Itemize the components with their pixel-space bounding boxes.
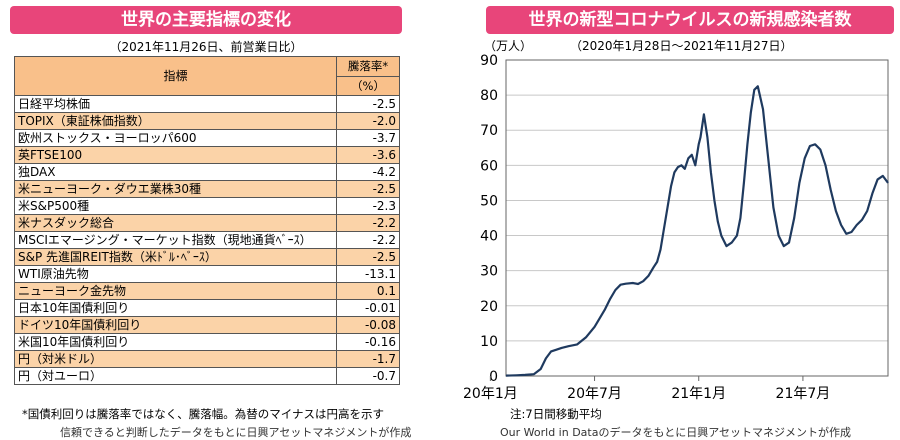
indicator-change: 0.1 — [336, 282, 400, 300]
indicator-name: 英FTSE100 — [14, 146, 337, 164]
series-line — [505, 85, 889, 377]
x-tick-label: 21年1月 — [671, 386, 726, 402]
left-panel-subtitle: （2021年11月26日、前営業日比） — [109, 40, 303, 54]
left-panel-title: 世界の主要指標の変化 — [10, 6, 402, 34]
y-axis-label: （万人） — [484, 39, 532, 53]
indicator-name: 日経平均株価 — [14, 95, 337, 113]
table-row: 欧州ストックス・ヨーロッパ600 -3.7 — [14, 129, 400, 147]
indicator-change: -2.5 — [336, 95, 400, 113]
table-row: TOPIX（東証株価指数） -2.0 — [14, 112, 400, 130]
y-tick-label: 60 — [480, 158, 498, 174]
indicator-change: -1.7 — [336, 350, 400, 368]
table-row: MSCIエマージング・マーケット指数（現地通貨ﾍﾞｰｽ） -2.2 — [14, 231, 400, 249]
indicator-change: -0.7 — [336, 367, 400, 385]
indicator-change: -2.3 — [336, 197, 400, 215]
table-header-change: 騰落率* — [336, 56, 400, 77]
indicator-change: -3.7 — [336, 129, 400, 147]
y-tick-label: 10 — [480, 334, 498, 350]
x-tick-label: 21年7月 — [776, 386, 831, 402]
x-ticks: 20年1月 20年7月 21年1月 21年7月 — [463, 376, 830, 402]
indicator-name: TOPIX（東証株価指数） — [14, 112, 337, 130]
table-row: 日経平均株価 -2.5 — [14, 95, 400, 113]
indicator-table: 指標 騰落率* （%） 日経平均株価 -2.5 TOPIX（東証株価指数） -2.0 欧… — [14, 56, 400, 385]
y-tick-label: 0 — [489, 369, 498, 385]
table-row: 日本10年国債利回り -0.01 — [14, 299, 400, 317]
indicator-name: 米ナスダック総合 — [14, 214, 337, 232]
table-row: 米国10年国債利回り -0.16 — [14, 333, 400, 351]
indicator-name: 日本10年国債利回り — [14, 299, 337, 317]
table-row: 独DAX -4.2 — [14, 163, 400, 181]
indicator-change: -2.5 — [336, 180, 400, 198]
table-row: ドイツ10年国債利回り -0.08 — [14, 316, 400, 334]
table-row: WTI原油先物 -13.1 — [14, 265, 400, 283]
y-tick-label: 80 — [480, 88, 498, 104]
table-row: 米ニューヨーク・ダウエ業株30種 -2.5 — [14, 180, 400, 198]
indicator-name: 米ニューヨーク・ダウエ業株30種 — [14, 180, 337, 198]
y-tick-label: 20 — [480, 299, 498, 315]
indicator-name: S&P 先進国REIT指数（米ﾄﾞﾙ･ﾍﾞｰｽ） — [14, 248, 337, 266]
indicator-change: -3.6 — [336, 146, 400, 164]
chart-subtitle: （2020年1月28日～2021年11月27日） — [570, 39, 793, 53]
table-row: ニューヨーク金先物 0.1 — [14, 282, 400, 300]
left-footnote: *国債利回りは騰落率ではなく、騰落幅。為替のマイナスは円高を示す — [22, 407, 385, 421]
table-row: 英FTSE100 -3.6 — [14, 146, 400, 164]
indicator-change: -0.08 — [336, 316, 400, 334]
y-tick-label: 30 — [480, 264, 498, 280]
x-tick-label: 20年7月 — [567, 386, 622, 402]
indicator-change: -2.2 — [336, 214, 400, 232]
table-header-unit: （%） — [336, 75, 400, 96]
grid — [506, 59, 888, 377]
indicator-change: -4.2 — [336, 163, 400, 181]
table-header-indicator: 指標 — [14, 56, 337, 96]
indicator-name: MSCIエマージング・マーケット指数（現地通貨ﾍﾞｰｽ） — [14, 231, 337, 249]
y-tick-label: 40 — [480, 229, 498, 245]
covid-cases-chart: （万人） （2020年1月28日～2021年11月27日） 0 10 20 30 40 5… — [463, 39, 889, 402]
x-tick-label: 20年1月 — [463, 386, 518, 402]
left-source: 信頼できると判断したデータをもとに日興アセットマネジメントが作成 — [60, 426, 412, 439]
indicator-name: 円（対米ドル） — [14, 350, 337, 368]
y-tick-label: 70 — [480, 123, 498, 139]
indicator-change: -0.16 — [336, 333, 400, 351]
indicator-name: WTI原油先物 — [14, 265, 337, 283]
table-row: 円（対ユーロ） -0.7 — [14, 367, 400, 385]
indicator-name: 欧州ストックス・ヨーロッパ600 — [14, 129, 337, 147]
y-ticks: 0 10 20 30 40 50 60 70 80 90 — [480, 53, 498, 385]
indicator-change: -2.0 — [336, 112, 400, 130]
right-panel-title: 世界の新型コロナウイルスの新規感染者数 — [486, 6, 894, 34]
y-tick-label: 90 — [480, 53, 498, 69]
indicator-name: ニューヨーク金先物 — [14, 282, 337, 300]
plot-frame — [505, 59, 889, 377]
indicator-name: 円（対ユーロ） — [14, 367, 337, 385]
indicator-change: -2.5 — [336, 248, 400, 266]
indicator-name: 米S&P500種 — [14, 197, 337, 215]
y-tick-label: 50 — [480, 193, 498, 209]
indicator-change: -2.2 — [336, 231, 400, 249]
indicator-change: -13.1 — [336, 265, 400, 283]
table-body: 日経平均株価 -2.5 TOPIX（東証株価指数） -2.0 欧州ストックス・ヨーロッパ… — [14, 95, 400, 385]
table-row: 米S&P500種 -2.3 — [14, 197, 400, 215]
table-row: S&P 先進国REIT指数（米ﾄﾞﾙ･ﾍﾞｰｽ） -2.5 — [14, 248, 400, 266]
indicator-change: -0.01 — [336, 299, 400, 317]
right-footnote: 注:7日間移動平均 — [510, 407, 602, 421]
indicator-name: 独DAX — [14, 163, 337, 181]
table-row: 円（対米ドル） -1.7 — [14, 350, 400, 368]
table-row: 米ナスダック総合 -2.2 — [14, 214, 400, 232]
indicator-name: 米国10年国債利回り — [14, 333, 337, 351]
right-source: Our World in Dataのデータをもとに日興アセットマネジメントが作成 — [500, 426, 852, 439]
indicator-name: ドイツ10年国債利回り — [14, 316, 337, 334]
